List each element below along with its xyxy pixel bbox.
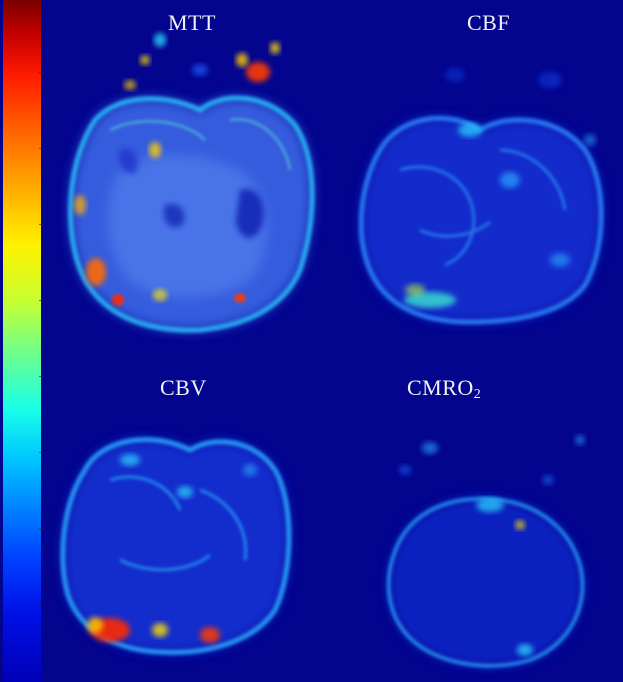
cbv-map [60, 437, 292, 655]
cmro2-label-text: CMRO [407, 375, 474, 400]
mtt-map [68, 33, 315, 333]
cmro2-map [386, 435, 585, 668]
mtt-label: MTT [168, 10, 216, 35]
colorbar-tick [39, 452, 44, 453]
cmro2-label: CMRO2 [407, 375, 481, 403]
cbf-map [358, 68, 604, 325]
colorbar-tick [39, 148, 44, 149]
colorbar-tick [39, 224, 44, 225]
colorbar [3, 0, 44, 682]
cbf-label: CBF [467, 10, 511, 35]
colorbar-tick [39, 604, 44, 605]
cmro2-label-subscript: 2 [473, 387, 482, 402]
cbv-label: CBV [160, 375, 207, 400]
colorbar-tick [39, 72, 44, 73]
colorbar-tick [39, 376, 44, 377]
colorbar-tick [39, 300, 44, 301]
colorbar-tick [39, 528, 44, 529]
